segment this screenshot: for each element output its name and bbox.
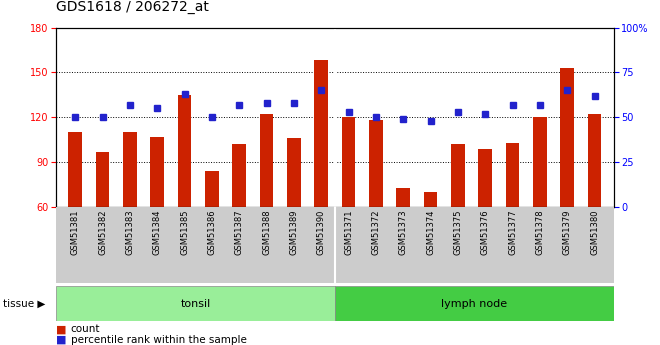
- Text: GSM51374: GSM51374: [426, 209, 435, 255]
- Bar: [150, 137, 164, 207]
- Text: GSM51378: GSM51378: [535, 209, 544, 255]
- Text: GSM51375: GSM51375: [453, 209, 463, 255]
- Bar: [588, 114, 601, 207]
- Bar: [451, 144, 465, 207]
- Bar: [260, 114, 273, 207]
- Bar: [424, 192, 438, 207]
- Bar: [178, 95, 191, 207]
- Bar: [96, 152, 110, 207]
- Text: GSM51390: GSM51390: [317, 209, 326, 255]
- Bar: [342, 117, 356, 207]
- Text: GSM51383: GSM51383: [125, 209, 135, 255]
- Text: GSM51376: GSM51376: [481, 209, 490, 255]
- Text: GSM51377: GSM51377: [508, 209, 517, 255]
- Bar: [205, 171, 218, 207]
- Text: GSM51371: GSM51371: [344, 209, 353, 255]
- Bar: [287, 138, 301, 207]
- Text: GSM51380: GSM51380: [590, 209, 599, 255]
- Text: count: count: [71, 325, 100, 334]
- Bar: [335, 286, 614, 321]
- Text: GSM51382: GSM51382: [98, 209, 107, 255]
- Text: GSM51388: GSM51388: [262, 209, 271, 255]
- Text: lymph node: lymph node: [442, 299, 508, 308]
- Text: GSM51373: GSM51373: [399, 209, 408, 255]
- Bar: [69, 132, 82, 207]
- Text: ■: ■: [56, 335, 67, 345]
- Bar: [560, 68, 574, 207]
- Text: GSM51379: GSM51379: [563, 209, 572, 255]
- Text: percentile rank within the sample: percentile rank within the sample: [71, 335, 246, 345]
- Bar: [56, 286, 335, 321]
- Text: GSM51372: GSM51372: [372, 209, 380, 255]
- Text: GSM51385: GSM51385: [180, 209, 189, 255]
- Text: tissue ▶: tissue ▶: [3, 299, 46, 308]
- Bar: [506, 143, 519, 207]
- Bar: [123, 132, 137, 207]
- Bar: [369, 120, 383, 207]
- Text: GDS1618 / 206272_at: GDS1618 / 206272_at: [56, 0, 209, 14]
- Text: ■: ■: [56, 325, 67, 334]
- Bar: [397, 188, 410, 207]
- Bar: [533, 117, 547, 207]
- Text: GSM51386: GSM51386: [207, 209, 216, 255]
- Text: GSM51387: GSM51387: [235, 209, 244, 255]
- Text: GSM51384: GSM51384: [152, 209, 162, 255]
- Bar: [232, 144, 246, 207]
- Text: GSM51389: GSM51389: [290, 209, 298, 255]
- Bar: [314, 60, 328, 207]
- Text: GSM51381: GSM51381: [71, 209, 80, 255]
- Text: tonsil: tonsil: [180, 299, 211, 308]
- Bar: [478, 149, 492, 207]
